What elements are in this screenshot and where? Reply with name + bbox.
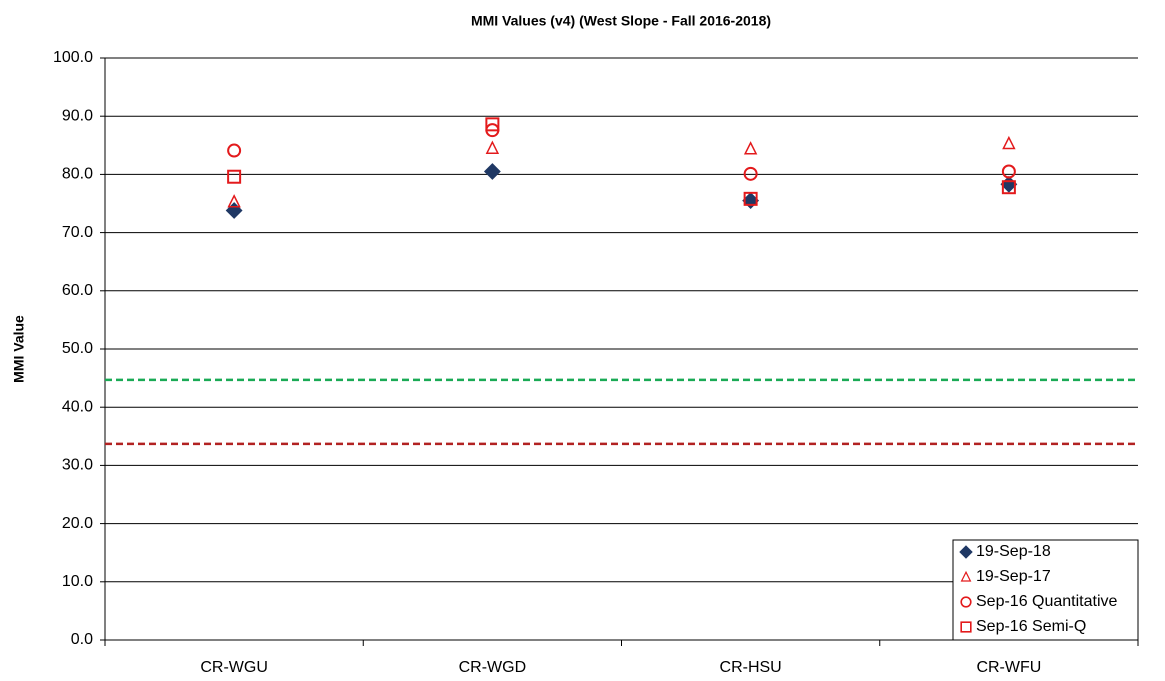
legend-marker [960,621,972,633]
x-tick-label: CR-WFU [976,659,1041,676]
y-tick-label: 70.0 [62,224,93,241]
x-tick-label: CR-WGD [459,659,527,676]
y-tick-label: 0.0 [71,631,93,648]
legend-marker [960,570,972,582]
legend-label: Sep-16 Quantitative [976,593,1118,610]
y-tick-label: 40.0 [62,398,93,415]
point [743,191,758,206]
chart-title: MMI Values (v4) (West Slope - Fall 2016-… [471,13,771,29]
point [227,169,242,184]
y-tick-label: 100.0 [53,49,93,66]
point [1001,180,1016,195]
point [485,140,500,154]
legend: 19-Sep-18 19-Sep-17 Sep-16 Quantitative Sep… [952,539,1139,641]
point [483,163,501,180]
point [1002,135,1016,150]
point [1001,164,1016,179]
point [227,143,242,158]
legend-box [952,539,1139,641]
y-tick-label: 60.0 [62,282,93,299]
legend-label: 19-Sep-17 [976,568,1051,585]
y-tick-label: 90.0 [62,107,93,124]
y-tick-label: 50.0 [62,340,93,357]
x-tick-label: CR-HSU [720,659,782,676]
legend-marker [959,545,973,559]
point [1000,175,1018,193]
point [743,141,758,155]
y-axis-label: MMI Value [11,315,27,383]
x-tick-label: CR-WGU [200,659,268,676]
y-tick-label: 10.0 [62,573,93,590]
legend-marker [960,596,972,608]
y-tick-label: 30.0 [62,457,93,474]
point [485,117,500,132]
point [227,194,241,208]
legend-label: 19-Sep-18 [976,543,1051,560]
y-tick-label: 20.0 [62,515,93,532]
legend-label: Sep-16 Semi-Q [976,618,1086,635]
y-tick-label: 80.0 [62,166,93,183]
point [743,166,758,181]
